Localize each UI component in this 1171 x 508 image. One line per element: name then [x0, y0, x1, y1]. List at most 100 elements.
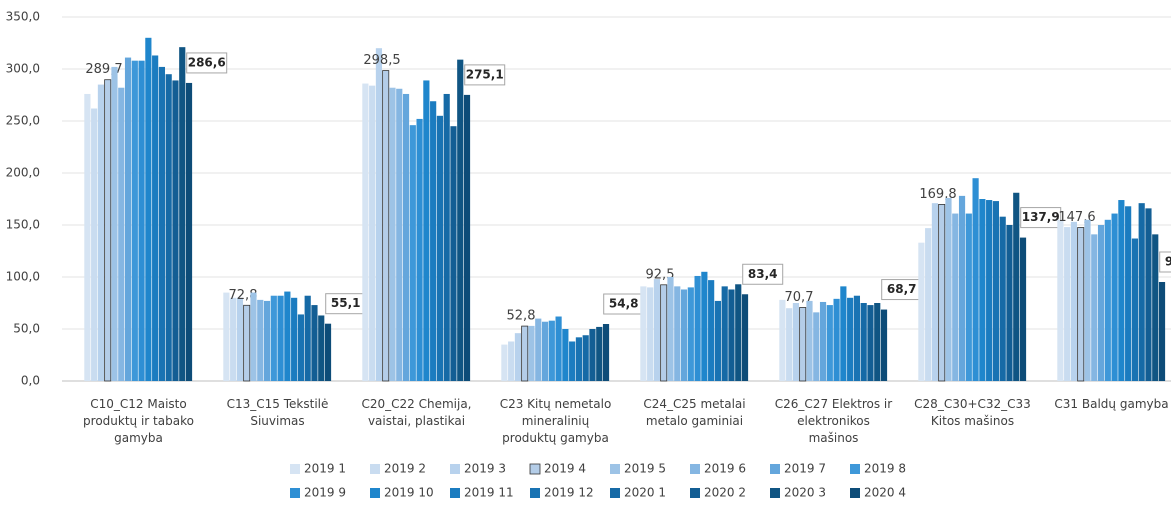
legend-label: 2019 11 — [464, 486, 514, 500]
bar — [185, 82, 193, 381]
bar — [714, 300, 722, 381]
bar — [925, 228, 932, 381]
bar — [1111, 213, 1118, 381]
bar — [562, 329, 569, 381]
data-label: 83,4 — [748, 267, 778, 281]
bar — [284, 291, 291, 381]
bar — [1084, 219, 1091, 381]
x-tick-label: C28_C30+C32_C33 Kitos mašinos — [914, 397, 1031, 428]
x-tick-label: C24_C25 metalai metalo gaminiai — [643, 397, 745, 428]
legend-label: 2019 4 — [544, 462, 586, 476]
bar — [508, 341, 515, 381]
data-label: 92,5 — [646, 267, 675, 282]
bar — [826, 305, 833, 381]
bar — [986, 200, 993, 381]
bar — [535, 318, 542, 381]
legend-swatch — [690, 464, 700, 474]
bar — [1057, 219, 1064, 381]
bar — [1077, 227, 1085, 382]
bar — [965, 213, 972, 381]
bar — [653, 279, 661, 381]
bar — [362, 83, 369, 381]
legend-swatch — [850, 488, 860, 498]
bar — [602, 324, 610, 381]
bar — [124, 57, 132, 382]
legend-swatch — [529, 463, 541, 475]
bar — [270, 295, 277, 381]
bar — [514, 333, 522, 381]
bar — [880, 309, 888, 381]
bar — [945, 197, 952, 381]
bar — [291, 297, 298, 381]
bar — [938, 204, 946, 382]
legend-swatch — [610, 464, 620, 474]
bar — [813, 312, 820, 381]
bar — [1070, 221, 1078, 381]
bar — [416, 118, 423, 382]
bar — [430, 101, 437, 382]
bar — [223, 292, 230, 381]
legend-label: 2020 3 — [784, 486, 826, 500]
data-label: 72,8 — [229, 288, 258, 303]
bar — [138, 60, 145, 382]
bar — [589, 329, 596, 381]
bar — [952, 213, 959, 381]
bar — [979, 199, 986, 381]
bar — [596, 326, 603, 381]
bar — [1131, 238, 1139, 381]
bar — [867, 305, 874, 381]
bar — [528, 325, 535, 381]
data-label: 95,2 — [1165, 254, 1171, 268]
legend-swatch — [370, 488, 380, 498]
bar — [409, 125, 416, 381]
bar — [806, 300, 813, 381]
bar — [443, 93, 450, 382]
y-tick-label: 100,0 — [6, 270, 40, 284]
data-label: 286,6 — [188, 55, 226, 69]
bar — [708, 280, 715, 381]
data-label-box — [1020, 207, 1062, 229]
bar — [423, 80, 430, 381]
legend-swatch — [290, 488, 300, 498]
bar — [1138, 203, 1145, 381]
bar — [382, 70, 390, 382]
y-tick-label: 350,0 — [6, 10, 40, 24]
bar — [999, 216, 1006, 381]
y-tick-label: 150,0 — [6, 218, 40, 232]
bar — [1145, 208, 1152, 381]
bar — [131, 60, 138, 382]
bar — [569, 341, 576, 381]
bar — [277, 295, 284, 381]
bar — [111, 66, 118, 382]
data-label: 55,1 — [331, 296, 361, 310]
bar — [1013, 192, 1020, 381]
legend-label: 2019 5 — [624, 462, 666, 476]
bar — [779, 299, 786, 381]
data-label: 70,7 — [785, 290, 814, 305]
legend-swatch — [770, 464, 780, 474]
bar — [91, 108, 98, 382]
legend-label: 2020 1 — [624, 486, 666, 500]
bar — [792, 303, 800, 381]
bar — [674, 286, 681, 381]
bar — [375, 48, 383, 381]
bar — [230, 297, 237, 381]
legend-swatch — [610, 488, 620, 498]
bar — [860, 303, 867, 381]
bar — [687, 287, 694, 381]
legend-label: 2019 8 — [864, 462, 906, 476]
bar — [104, 79, 112, 382]
bar — [582, 335, 589, 381]
bar — [152, 55, 159, 381]
data-label: 137,9 — [1022, 210, 1060, 224]
legend-swatch — [690, 488, 700, 498]
y-tick-label: 250,0 — [6, 114, 40, 128]
bar — [172, 80, 179, 381]
bar — [145, 37, 152, 382]
bar — [840, 286, 847, 381]
bar — [1064, 227, 1071, 381]
bar — [304, 295, 311, 381]
bar — [257, 299, 264, 381]
bar — [402, 93, 410, 382]
